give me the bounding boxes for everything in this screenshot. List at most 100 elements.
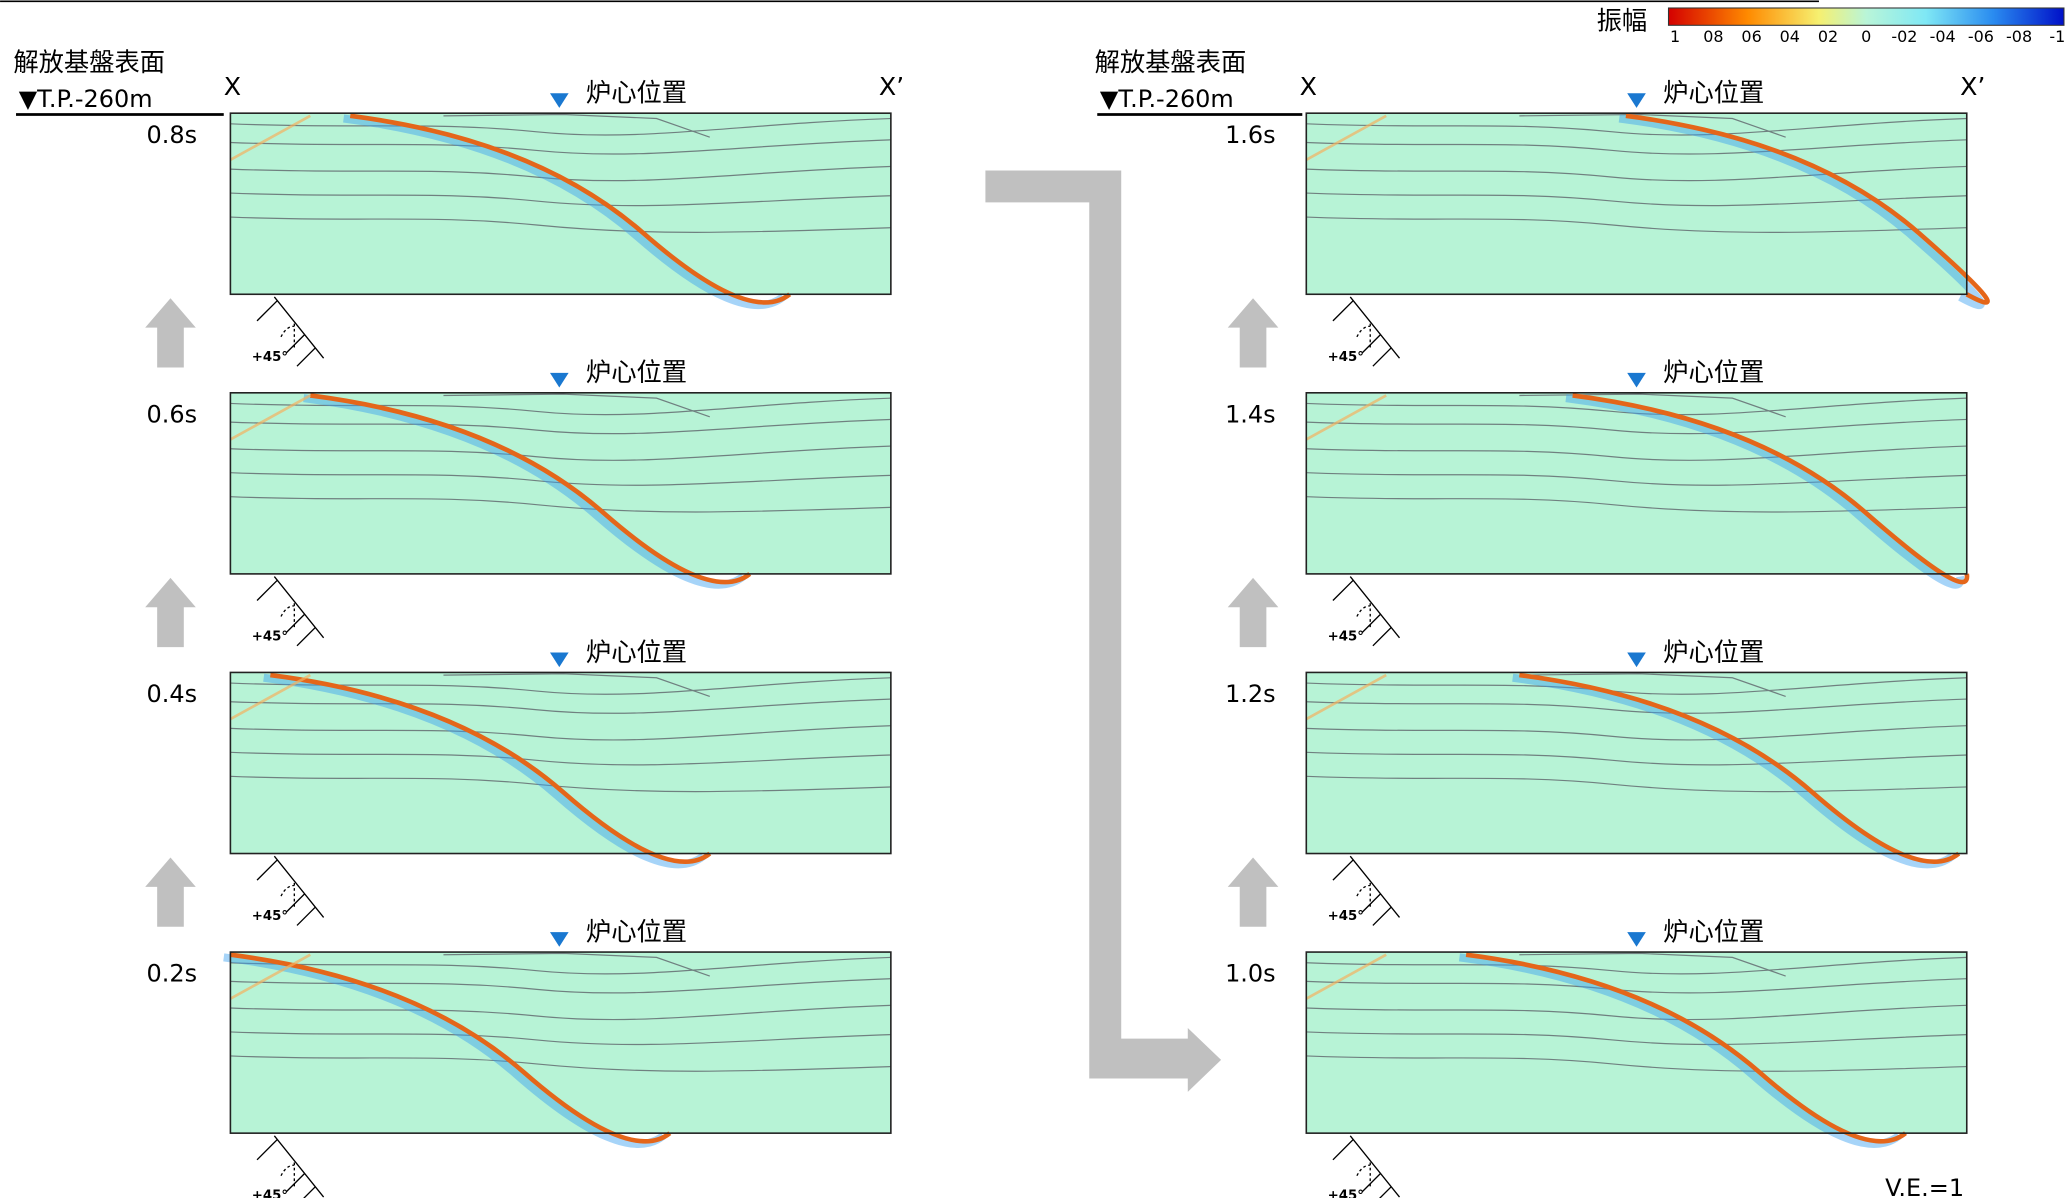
angle-label: +45°	[252, 629, 288, 644]
panel-background	[1306, 952, 1967, 1134]
layer-boundary	[1306, 1055, 1967, 1072]
icon-angle	[280, 882, 295, 910]
panel-background	[230, 672, 891, 854]
angle-label: +45°	[252, 1189, 288, 1198]
layer-boundary	[230, 978, 891, 994]
x-end: X’	[879, 72, 904, 101]
panel-frame	[1305, 671, 1968, 855]
angle-label: +45°	[1328, 1189, 1364, 1198]
layer-boundary	[230, 418, 891, 435]
wave-fringe	[1305, 673, 1387, 721]
colorbar	[1667, 7, 2065, 26]
colorbar-tick-label: -08	[2006, 27, 2032, 46]
icon-angle	[1356, 323, 1371, 351]
angle-label: +45°	[1328, 350, 1364, 365]
layer-boundary	[1306, 472, 1967, 486]
flow-arrow	[985, 170, 1222, 1092]
header-line1: 解放基盤表面	[13, 48, 165, 77]
icon-lines	[1332, 1135, 1401, 1198]
angle-label: +45°	[1328, 629, 1364, 644]
reactor-marker	[1627, 652, 1646, 668]
time-label: 1.2s	[1225, 680, 1276, 708]
wave-fringe	[229, 953, 311, 1000]
layer-boundary	[230, 725, 891, 741]
wavefront	[310, 393, 752, 585]
wavefront	[230, 952, 672, 1144]
reactor-marker	[1627, 372, 1646, 388]
layer-boundary	[1306, 397, 1967, 416]
reactor-marker	[1627, 932, 1646, 947]
time-label: 1.0s	[1225, 960, 1276, 988]
reactor-marker	[549, 932, 569, 947]
wavefront	[270, 672, 712, 864]
surface-line	[443, 673, 710, 697]
colorbar-tick-label: 02	[1818, 27, 1838, 46]
snapshot-panel: 1.4s 炉心位置 +45°	[1225, 358, 1970, 648]
colorbar-tick-label: 0	[1861, 27, 1871, 46]
wave-fringe	[229, 673, 311, 721]
wavefront	[1465, 952, 1907, 1144]
reactor-label: 炉心位置	[1663, 79, 1764, 108]
wave-fringe	[303, 394, 746, 589]
layer-boundary	[1306, 165, 1967, 182]
icon-lines	[256, 296, 325, 367]
surface-line	[1519, 113, 1786, 138]
wavefront	[1572, 393, 1970, 585]
snapshot-panel: 0.2s 炉心位置 +45°	[147, 917, 892, 1198]
up-arrow	[1227, 298, 1279, 368]
icon-angle	[280, 603, 295, 630]
reactor-label: 炉心位置	[586, 638, 687, 667]
wave-fringe	[263, 673, 706, 869]
layer-boundary	[230, 165, 891, 182]
angle-label: +45°	[252, 909, 288, 924]
up-arrow	[145, 298, 196, 368]
icon-angle	[280, 323, 295, 351]
snapshot-panel: 1.0s 炉心位置 +45°	[1225, 917, 1968, 1198]
layer-boundary	[230, 117, 891, 136]
angle-label: +45°	[252, 350, 288, 365]
colorbar-tick-label: -04	[1930, 27, 1956, 46]
incidence-icon	[1332, 855, 1401, 926]
layer-boundary	[1306, 445, 1967, 461]
wave-fringe	[1565, 394, 1965, 589]
panel-frame	[229, 671, 892, 855]
reactor-label: 炉心位置	[586, 79, 687, 108]
incidence-icon	[256, 855, 325, 926]
time-label: 0.6s	[147, 400, 198, 428]
panel-background	[230, 113, 891, 295]
layer-boundary	[230, 698, 891, 714]
colorbar-tick-label: -06	[1968, 27, 1994, 46]
reactor-label: 炉心位置	[1663, 638, 1764, 667]
reactor-label: 炉心位置	[1663, 358, 1764, 387]
layer-boundary	[230, 139, 891, 155]
surface-line	[443, 952, 710, 977]
snapshot-panel: 0.6s 炉心位置 +45°	[145, 358, 892, 648]
incidence-icon	[1332, 296, 1401, 367]
incidence-icon	[1332, 576, 1401, 647]
panel-frame	[1305, 112, 1968, 296]
colorbar-tick-label: 04	[1780, 27, 1800, 46]
wave-fringe	[229, 394, 311, 441]
wave-fringe	[1305, 953, 1387, 1000]
time-label: 0.4s	[147, 680, 198, 708]
incidence-icon	[256, 296, 325, 367]
panel-frame	[1305, 951, 1968, 1134]
icon-lines	[256, 576, 325, 647]
layer-boundary	[230, 496, 891, 513]
wave-fringe	[229, 114, 311, 161]
icon-angle	[1356, 882, 1371, 910]
icon-lines	[1332, 576, 1401, 647]
wave-fringe	[223, 953, 666, 1148]
layer-boundary	[230, 677, 891, 695]
panel-background	[1306, 672, 1967, 854]
header-line2: ▼T.P.-260m	[1100, 85, 1234, 113]
reactor-marker	[549, 652, 569, 668]
surface-line	[1519, 952, 1786, 977]
icon-lines	[1332, 296, 1401, 367]
colorbar-tick-label: 08	[1703, 27, 1723, 46]
snapshot-panel: 0.8s 炉心位置 +45°	[145, 79, 892, 368]
layer-boundary	[230, 216, 891, 233]
x-start: X	[224, 72, 241, 101]
angle-label: +45°	[1328, 909, 1364, 924]
